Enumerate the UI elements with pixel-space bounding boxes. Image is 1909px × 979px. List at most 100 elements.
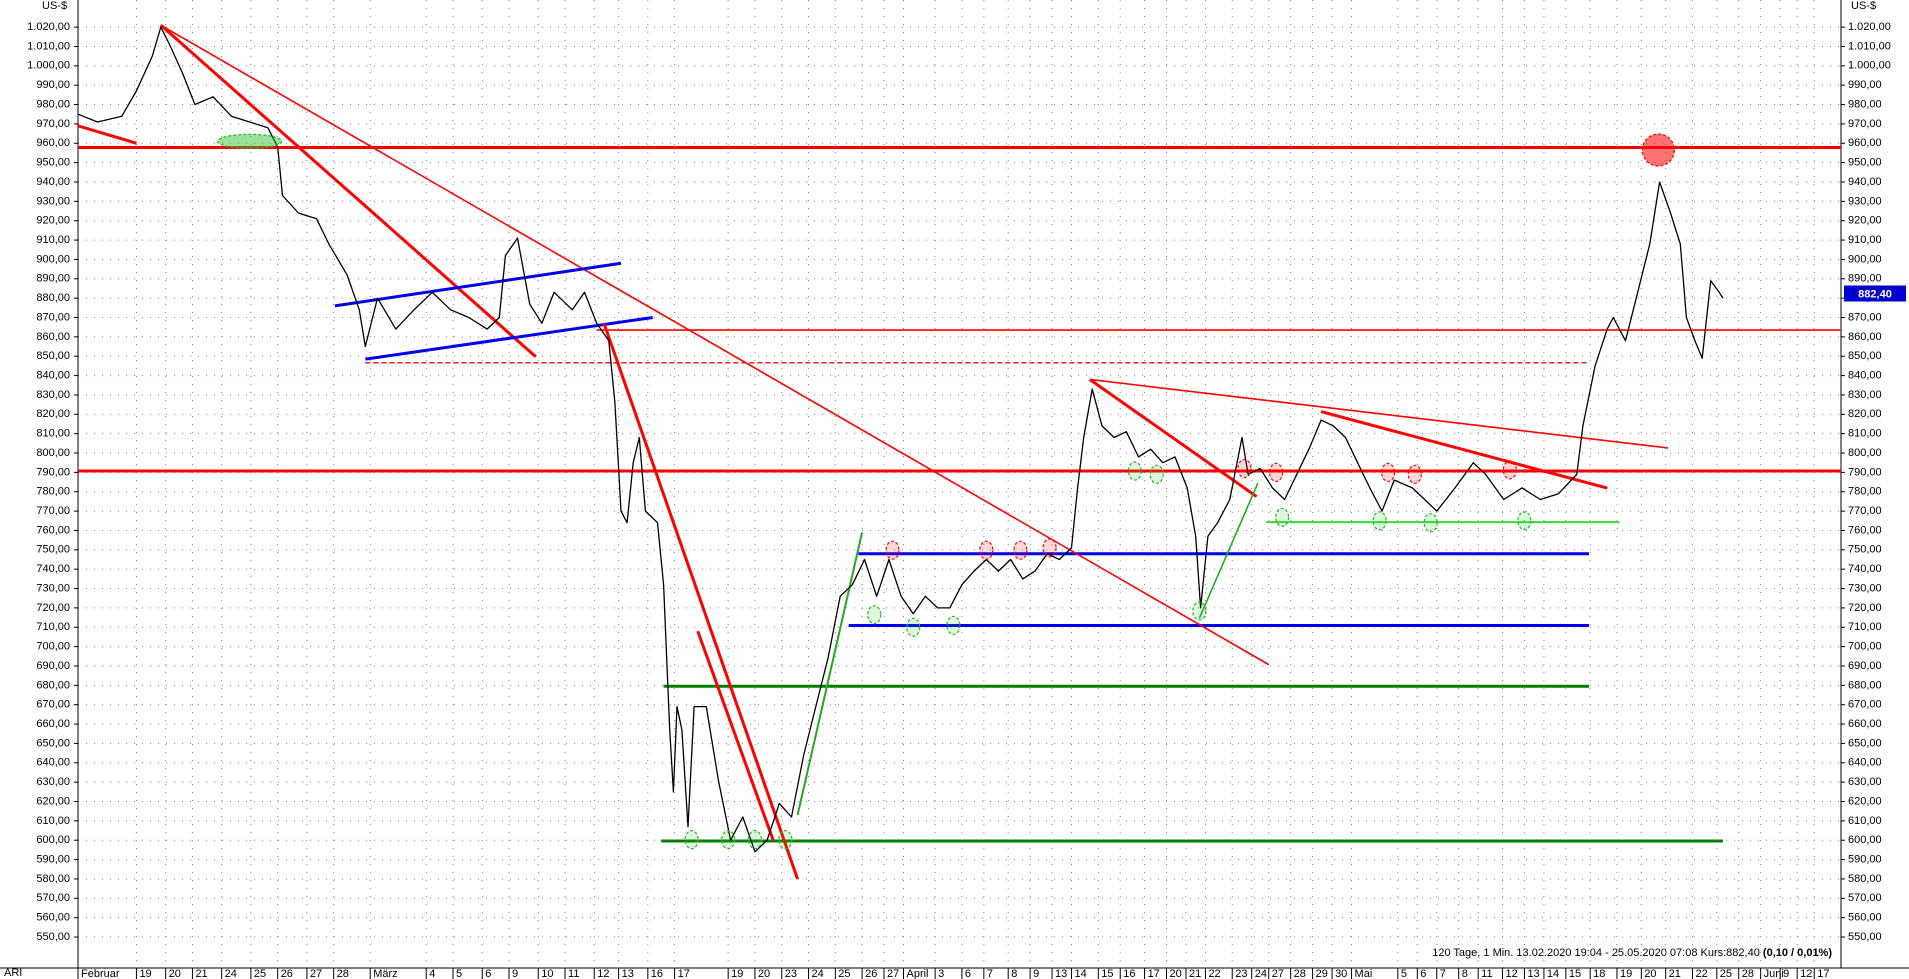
y-tick-label: 910,00 (36, 234, 70, 246)
y-tick-label: 920,00 (1848, 215, 1882, 227)
last-price-box (1844, 285, 1906, 302)
x-tick-label: 19 (1620, 968, 1632, 979)
y-tick-label: 830,00 (36, 389, 70, 401)
x-tick-label: 29 (1316, 968, 1328, 979)
trend-line (1320, 410, 1608, 490)
y-tick-label: 800,00 (1848, 447, 1882, 459)
y-tick-label: 720,00 (1848, 602, 1882, 614)
x-tick-label: 15 (1101, 968, 1113, 979)
x-tick-label: 5 (1401, 968, 1407, 979)
y-tick-label: 980,00 (1848, 98, 1882, 110)
x-tick-label: 25 (838, 968, 850, 979)
x-tick-label: 21 (1189, 968, 1201, 979)
x-tick-label: 7 (987, 968, 993, 979)
marker-circle (778, 830, 793, 850)
y-tick-label: 1.010,00 (1848, 40, 1891, 52)
y-tick-label: 850,00 (36, 350, 70, 362)
y-tick-label: 1.020,00 (1848, 21, 1891, 33)
y-tick-label: 870,00 (1848, 311, 1882, 323)
y-tick-label: 590,00 (36, 853, 70, 865)
y-tick-label: 610,00 (36, 815, 70, 827)
marker-circle (946, 615, 961, 635)
marker-circle (747, 830, 763, 850)
x-tick-label: 9 (512, 968, 518, 979)
y-tick-label: 560,00 (1848, 912, 1882, 924)
marker-circle (1372, 511, 1387, 531)
y-tick-label: 1.020,00 (27, 21, 70, 33)
marker-circle (1423, 513, 1438, 533)
y-tick-label: 650,00 (36, 737, 70, 749)
y-tick-label: 620,00 (1848, 795, 1882, 807)
x-tick-label: 13 (1055, 968, 1067, 979)
instrument: ARI (4, 967, 22, 979)
y-tick-label: 960,00 (1848, 137, 1882, 149)
y-tick-label: 970,00 (1848, 118, 1882, 130)
x-tick-label: 8 (1011, 968, 1017, 979)
marker-circle (1127, 461, 1142, 481)
y-tick-label: 800,00 (36, 447, 70, 459)
x-tick-label: April (906, 968, 928, 979)
x-tick-label: 22 (1695, 968, 1707, 979)
y-tick-label: 880,00 (36, 292, 70, 304)
x-tick-label: 6 (965, 968, 971, 979)
y-tick-label: 740,00 (1848, 563, 1882, 575)
last-price-label: 882,40 (1858, 288, 1892, 300)
y-tick-label: 670,00 (1848, 699, 1882, 711)
x-tick-label: 20 (1169, 968, 1181, 979)
trend-line (696, 630, 775, 841)
y-tick-label: 570,00 (1848, 892, 1882, 904)
x-tick-label: 17 (1817, 968, 1829, 979)
marker-circle (885, 540, 900, 560)
trend-line (796, 532, 864, 816)
x-tick-label: 23 (1235, 968, 1247, 979)
x-tick-label: 15 (1569, 968, 1581, 979)
y-tick-label: 840,00 (36, 369, 70, 381)
y-tick-label: 700,00 (36, 641, 70, 653)
x-tick-label: 22 (1208, 968, 1220, 979)
y-tick-label: 590,00 (1848, 853, 1882, 865)
y-tick-label: 770,00 (36, 505, 70, 517)
x-tick-label: 7 (1440, 968, 1446, 979)
x-tick-label: 26 (865, 968, 877, 979)
marker-circle (1502, 460, 1517, 480)
y-tick-label: 640,00 (36, 757, 70, 769)
x-tick-label: 25 (254, 968, 266, 979)
x-tick-label: 9 (1033, 968, 1039, 979)
x-tick-label: 28 (1294, 968, 1306, 979)
y-tick-label: 730,00 (1848, 582, 1882, 594)
y-tick-label: 710,00 (36, 621, 70, 633)
y-tick-label: 760,00 (36, 524, 70, 536)
y-tick-label: 810,00 (1848, 428, 1882, 440)
trend-line (77, 124, 137, 145)
y-tick-label: 750,00 (36, 544, 70, 556)
y-tick-label: 870,00 (36, 311, 70, 323)
marker-circle (1380, 462, 1396, 482)
y-tick-label: 550,00 (36, 931, 70, 943)
x-tick-label: 28 (1742, 968, 1754, 979)
x-tick-label: 3 (938, 968, 944, 979)
y-tick-label: 630,00 (36, 776, 70, 788)
marker-circle (684, 830, 699, 850)
x-tick-label: 27 (1272, 968, 1284, 979)
x-tick-label: Mai (1355, 968, 1373, 979)
y-tick-label: 860,00 (1848, 331, 1882, 343)
x-tick-label: 27 (310, 968, 322, 979)
y-tick-label: 810,00 (36, 428, 70, 440)
marker-circle (1042, 538, 1057, 558)
x-tick-label: 30 (1335, 968, 1347, 979)
y-tick-label: 950,00 (36, 157, 70, 169)
x-tick-label: 9 (1783, 968, 1789, 979)
y-tick-label: 750,00 (1848, 544, 1882, 556)
x-tick-label: 23 (785, 968, 797, 979)
y-tick-label: 820,00 (36, 408, 70, 420)
trend-line (160, 24, 1270, 666)
y-tick-label: 770,00 (1848, 505, 1882, 517)
x-tick-label: 13 (1527, 968, 1539, 979)
x-tick-label: 17 (1148, 968, 1160, 979)
marker-circle (1275, 507, 1290, 527)
y-tick-label: 560,00 (36, 912, 70, 924)
y-tick-label: 760,00 (1848, 524, 1882, 536)
marker-circle (906, 617, 921, 637)
x-tick-label: Februar (81, 968, 120, 979)
y-tick-label: 1.000,00 (1848, 60, 1891, 72)
